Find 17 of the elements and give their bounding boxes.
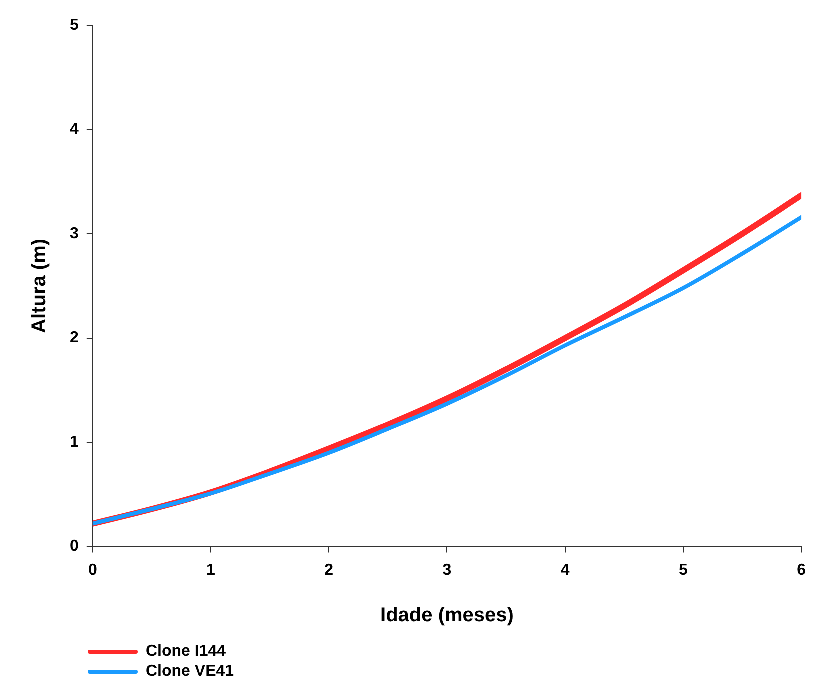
- x-tick-label: 5: [678, 562, 688, 579]
- x-tick-label: 0: [88, 562, 98, 579]
- x-tick-label: 4: [560, 562, 570, 579]
- y-tick-label: 1: [70, 434, 79, 451]
- x-axis-title: Idade (meses): [380, 604, 514, 627]
- x-tick-label: 1: [206, 562, 216, 579]
- x-tick-label: 6: [797, 562, 806, 579]
- x-tick-label: 2: [324, 562, 334, 579]
- y-tick-label: 2: [70, 330, 79, 347]
- y-tick-label: 4: [70, 121, 79, 138]
- y-tick-label: 3: [70, 225, 79, 242]
- y-axis-title: Altura (m): [28, 238, 51, 334]
- legend-label: Clone VE41: [146, 662, 234, 682]
- legend-label: Clone I144: [146, 642, 226, 662]
- x-tick-label: 3: [442, 562, 452, 579]
- y-tick-label: 5: [70, 17, 79, 34]
- y-tick-label: 0: [70, 538, 79, 556]
